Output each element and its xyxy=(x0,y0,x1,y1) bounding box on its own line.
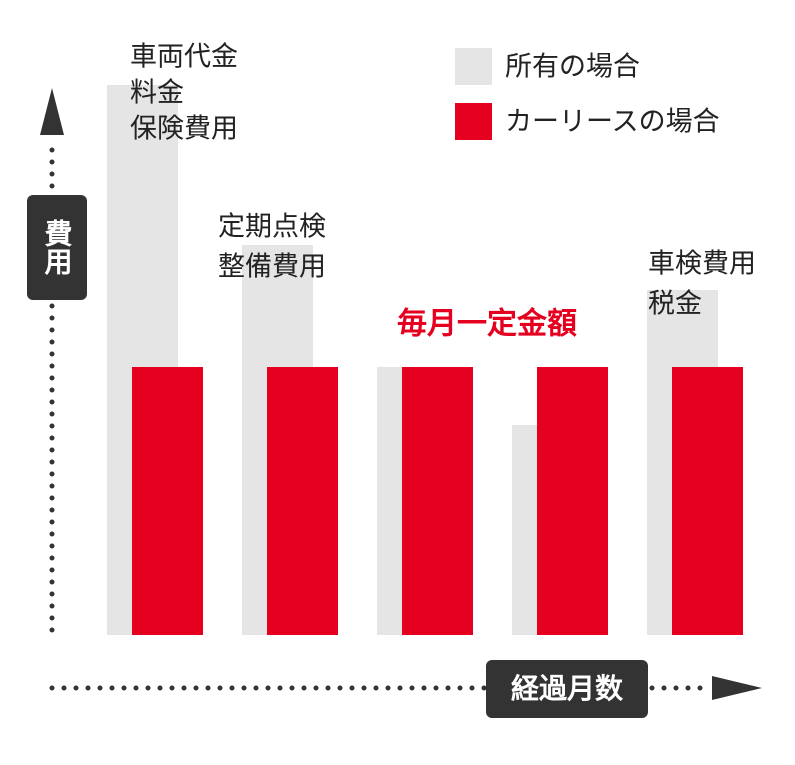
annotation-line: 保険費用 xyxy=(130,114,238,145)
y-label-box xyxy=(27,195,87,300)
bar xyxy=(402,367,473,635)
highlight-label: 毎月一定金額 xyxy=(397,307,577,342)
y-axis-arrow xyxy=(40,88,64,135)
annotation-line: 税金 xyxy=(648,289,702,320)
legend-label: カーリースの場合 xyxy=(505,107,720,138)
y-axis-label: 費用 xyxy=(41,219,74,276)
annotation-line: 整備費用 xyxy=(218,252,326,283)
bar xyxy=(267,367,338,635)
bar xyxy=(132,367,203,635)
bar xyxy=(537,367,608,635)
x-label-box xyxy=(486,660,648,718)
annotation-line: 車両代金 xyxy=(130,42,238,73)
annotation-line: 車検費用 xyxy=(648,249,756,280)
annotation-line: 定期点検 xyxy=(218,212,326,243)
legend-swatch xyxy=(455,48,492,85)
bar xyxy=(672,367,743,635)
legend-label: 所有の場合 xyxy=(505,52,640,83)
legend-swatch xyxy=(455,103,492,140)
x-axis-arrow xyxy=(712,676,762,700)
x-axis-label: 経過月数 xyxy=(511,672,624,705)
annotation-line: 料金 xyxy=(130,78,184,109)
